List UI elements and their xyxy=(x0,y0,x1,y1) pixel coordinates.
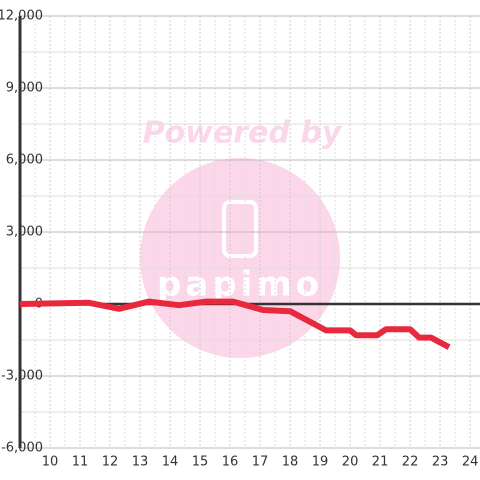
logo-icon xyxy=(222,200,258,258)
y-tick-label: 6,000 xyxy=(6,153,43,168)
x-tick-label: 14 xyxy=(162,455,179,470)
x-tick-label: 15 xyxy=(192,455,209,470)
data-line xyxy=(19,298,451,350)
y-tick-label: -6,000 xyxy=(1,441,43,456)
logo-text: papimo xyxy=(157,265,323,305)
x-tick-label: 19 xyxy=(312,455,329,470)
x-tick-label: 16 xyxy=(222,455,239,470)
x-tick-label: 22 xyxy=(402,455,419,470)
x-tick-label: 17 xyxy=(252,455,269,470)
x-tick-label: 20 xyxy=(342,455,359,470)
y-tick-label: 3,000 xyxy=(6,225,43,240)
y-tick-label: 9,000 xyxy=(6,81,43,96)
x-tick-label: 10 xyxy=(42,455,59,470)
x-tick-label: 21 xyxy=(372,455,389,470)
x-tick-label: 24 xyxy=(462,455,479,470)
watermark-text: Powered by xyxy=(143,116,343,151)
y-tick-label: -3,000 xyxy=(1,369,43,384)
x-tick-label: 12 xyxy=(102,455,119,470)
x-tick-label: 23 xyxy=(432,455,449,470)
x-tick-label: 18 xyxy=(282,455,299,470)
x-tick-label: 11 xyxy=(72,455,89,470)
y-tick-label: 12,000 xyxy=(0,9,43,24)
x-tick-label: 13 xyxy=(132,455,149,470)
